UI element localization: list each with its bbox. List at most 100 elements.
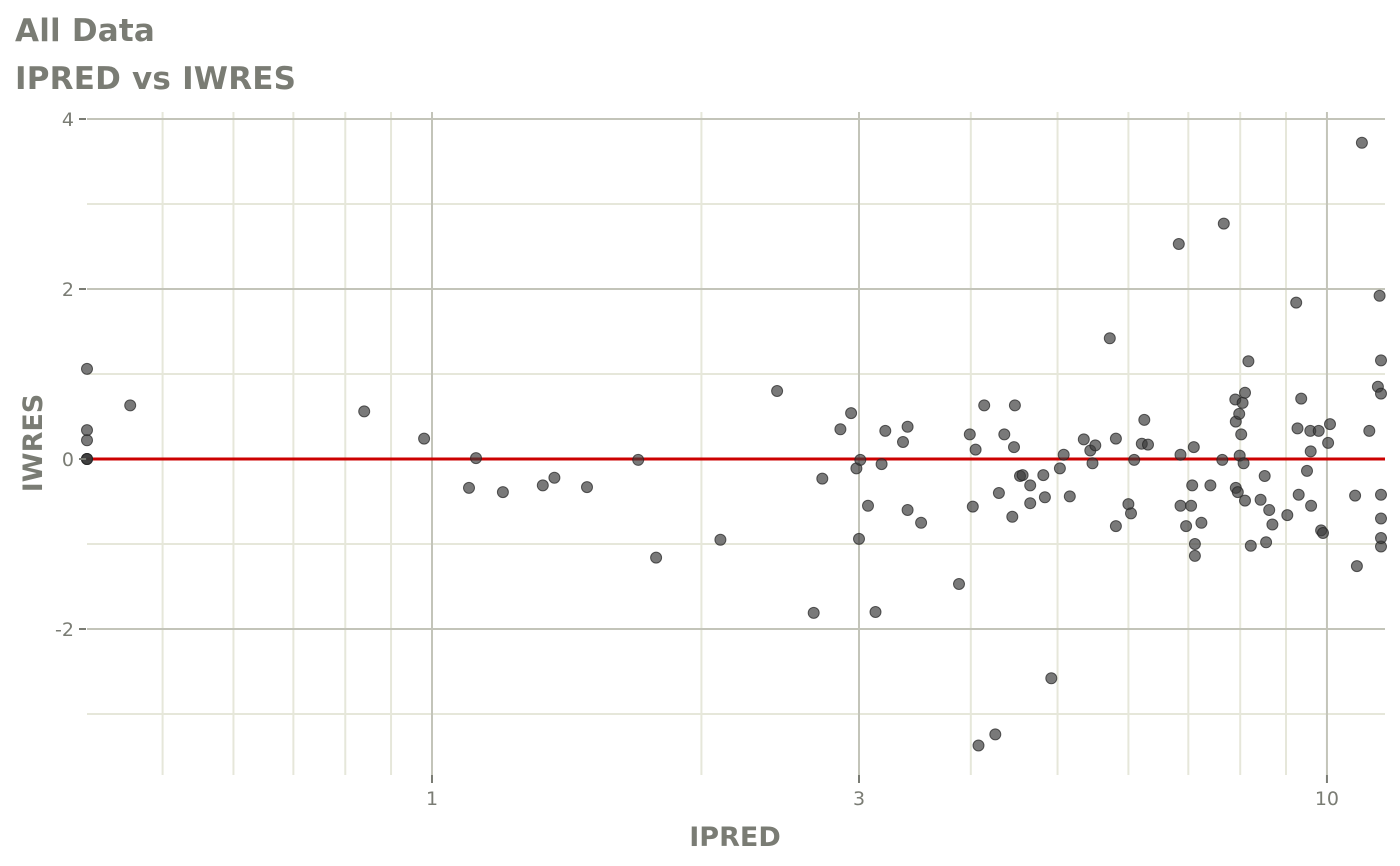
data-point bbox=[845, 407, 858, 420]
data-point bbox=[1304, 445, 1317, 458]
data-point bbox=[1057, 448, 1070, 461]
data-point bbox=[1142, 438, 1154, 451]
data-point bbox=[869, 606, 882, 618]
data-point bbox=[1375, 512, 1387, 525]
data-point bbox=[1008, 399, 1021, 412]
x-axis-title: IPRED bbox=[689, 822, 780, 853]
data-point bbox=[81, 362, 93, 375]
data-point bbox=[972, 739, 985, 752]
data-point bbox=[1188, 538, 1201, 550]
data-point bbox=[1363, 424, 1376, 437]
data-point bbox=[1231, 486, 1244, 499]
data-point bbox=[978, 399, 991, 412]
data-point bbox=[966, 500, 979, 513]
x-tick-label: 3 bbox=[853, 788, 865, 810]
data-point bbox=[1235, 428, 1248, 441]
data-point bbox=[536, 479, 549, 492]
data-point bbox=[834, 423, 847, 436]
data-point bbox=[1375, 532, 1387, 544]
data-point bbox=[1324, 418, 1336, 431]
data-point bbox=[1109, 520, 1122, 533]
data-point bbox=[496, 486, 509, 499]
data-point bbox=[1180, 520, 1193, 533]
data-point bbox=[1186, 479, 1199, 492]
data-point bbox=[1038, 491, 1051, 504]
data-point bbox=[1008, 441, 1020, 454]
data-point bbox=[915, 516, 928, 529]
data-point bbox=[1266, 518, 1279, 531]
data-point bbox=[1185, 499, 1198, 512]
data-point bbox=[1195, 516, 1208, 529]
data-point bbox=[1375, 488, 1387, 501]
data-point bbox=[771, 385, 784, 397]
data-point bbox=[358, 405, 371, 418]
data-point bbox=[1006, 510, 1019, 523]
data-point bbox=[1128, 453, 1141, 466]
y-tick-label: 0 bbox=[62, 449, 74, 471]
data-point bbox=[1016, 469, 1029, 482]
data-point bbox=[879, 424, 892, 437]
data-point bbox=[1301, 464, 1313, 477]
data-point bbox=[1291, 422, 1304, 435]
data-point bbox=[807, 606, 820, 619]
data-point bbox=[81, 434, 93, 447]
data-point bbox=[1172, 238, 1185, 250]
data-point bbox=[1236, 396, 1249, 409]
data-point bbox=[1260, 536, 1273, 549]
data-points bbox=[81, 136, 1387, 752]
data-point bbox=[969, 443, 982, 456]
data-point bbox=[1188, 549, 1201, 562]
data-point bbox=[1242, 355, 1255, 368]
data-point bbox=[418, 432, 431, 445]
data-point bbox=[124, 399, 137, 412]
data-point bbox=[1216, 453, 1229, 466]
data-point bbox=[1045, 672, 1058, 685]
data-point bbox=[1258, 470, 1271, 482]
data-point bbox=[901, 504, 914, 516]
data-point bbox=[1217, 217, 1230, 230]
data-point bbox=[1233, 407, 1246, 420]
data-point bbox=[1024, 497, 1037, 510]
data-point bbox=[816, 472, 829, 485]
data-point bbox=[963, 428, 976, 441]
data-point bbox=[1187, 441, 1200, 454]
data-point bbox=[1350, 560, 1363, 573]
data-point bbox=[862, 499, 874, 512]
data-point bbox=[1239, 494, 1251, 507]
data-point bbox=[1204, 479, 1217, 492]
data-point bbox=[1254, 493, 1267, 506]
data-point bbox=[998, 428, 1011, 441]
data-point bbox=[1024, 479, 1037, 492]
chart-subtitle: IPRED vs IWRES bbox=[15, 61, 297, 97]
data-point bbox=[1317, 527, 1329, 539]
data-point bbox=[854, 453, 867, 466]
data-point bbox=[897, 436, 909, 448]
data-point bbox=[992, 487, 1005, 499]
x-tick-label: 1 bbox=[426, 788, 438, 810]
data-point bbox=[1138, 413, 1151, 426]
data-point bbox=[581, 481, 593, 494]
data-point bbox=[1263, 504, 1276, 516]
data-point bbox=[1373, 289, 1386, 302]
chart-title: All Data bbox=[15, 13, 156, 49]
x-axis-ticks: 1 3 10 bbox=[426, 775, 1339, 810]
data-point bbox=[1239, 386, 1251, 399]
data-point bbox=[901, 420, 914, 433]
data-point bbox=[1174, 499, 1187, 512]
data-point bbox=[1077, 433, 1090, 446]
data-point bbox=[1089, 439, 1102, 452]
minor-gridlines bbox=[87, 112, 1385, 775]
data-point bbox=[1292, 488, 1305, 501]
data-point bbox=[1305, 499, 1318, 512]
data-point bbox=[1237, 457, 1250, 470]
data-point bbox=[875, 458, 888, 471]
data-point bbox=[81, 424, 93, 437]
data-point bbox=[1295, 392, 1308, 405]
y-axis-ticks: -2 0 2 4 bbox=[55, 109, 86, 641]
data-point bbox=[463, 481, 475, 494]
data-point bbox=[1103, 332, 1116, 345]
data-point bbox=[1375, 354, 1387, 367]
data-point bbox=[989, 728, 1002, 741]
data-point bbox=[1322, 436, 1335, 449]
